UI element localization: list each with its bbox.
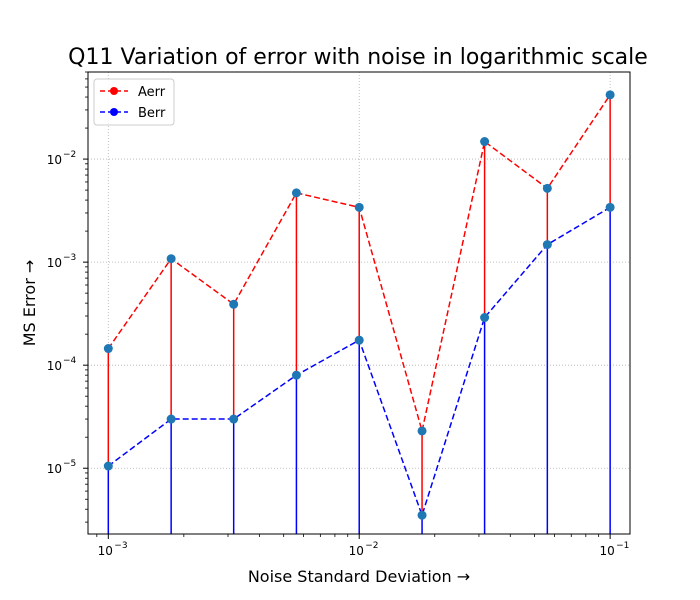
data-point-aerr — [542, 183, 552, 193]
y-tick-exponent: −4 — [63, 356, 77, 366]
x-axis-label: Noise Standard Deviation → — [248, 567, 470, 586]
y-tick-label: 10 — [47, 256, 62, 270]
chart-title: Q11 Variation of error with noise in log… — [68, 45, 648, 70]
legend: Aerr Berr — [93, 78, 175, 126]
data-point-berr — [542, 240, 552, 250]
data-point-berr — [480, 313, 490, 323]
x-tick-exponent: −3 — [114, 541, 127, 551]
data-point-aerr — [480, 137, 490, 147]
x-tick-label: 10 — [98, 544, 113, 558]
x-tick-label: 10 — [349, 544, 364, 558]
data-point-aerr — [417, 426, 427, 436]
y-tick-label: 10 — [47, 462, 62, 476]
legend-marker-berr — [110, 108, 118, 116]
legend-marker-aerr — [110, 87, 118, 95]
data-point-berr — [417, 510, 427, 520]
data-point-aerr — [166, 254, 176, 264]
data-point-berr — [354, 335, 364, 345]
data-point-aerr — [291, 188, 301, 198]
markers — [103, 90, 615, 520]
stems — [107, 94, 611, 534]
data-point-aerr — [354, 202, 364, 212]
data-point-aerr — [605, 90, 615, 100]
data-point-berr — [291, 370, 301, 380]
legend-label-aerr: Aerr — [138, 85, 166, 100]
y-tick-exponent: −2 — [63, 150, 76, 160]
data-point-berr — [103, 461, 113, 471]
x-tick-label: 10 — [599, 544, 614, 558]
x-tick-exponent: −1 — [616, 541, 629, 551]
y-axis-label: MS Error → — [20, 260, 39, 347]
y-tick-label: 10 — [47, 153, 62, 167]
data-point-berr — [166, 414, 176, 424]
data-point-berr — [229, 414, 239, 424]
x-tick-exponent: −2 — [365, 541, 378, 551]
y-tick-exponent: −3 — [63, 253, 76, 263]
data-point-berr — [605, 202, 615, 212]
y-tick-exponent: −5 — [63, 459, 76, 469]
ticks: 10 −3 10 −2 10 −110 −510 −410 −310 −2 — [47, 71, 629, 558]
data-point-aerr — [103, 344, 113, 354]
y-tick-label: 10 — [47, 359, 62, 373]
legend-label-berr: Berr — [138, 106, 166, 121]
data-point-aerr — [229, 299, 239, 309]
